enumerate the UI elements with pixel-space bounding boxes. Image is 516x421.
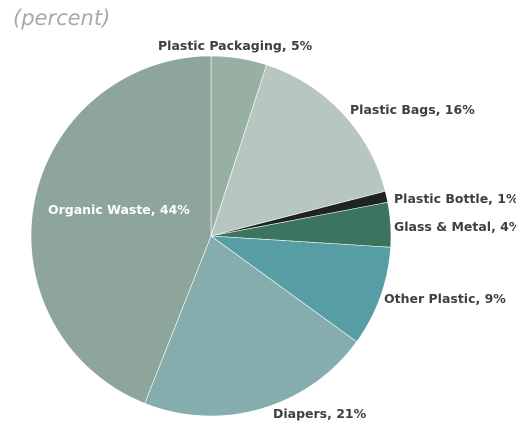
pie-slice-organic-waste bbox=[30, 55, 212, 404]
data-label-other-plastic: Other Plastic, 9% bbox=[384, 291, 506, 306]
data-label-plastic-bottle: Plastic Bottle, 1% bbox=[394, 191, 516, 206]
chart-unit-label: (percent) bbox=[13, 6, 111, 30]
pie-slice-plastic-bags bbox=[210, 64, 386, 237]
data-label-glass-metal: Glass & Metal, 4% bbox=[394, 219, 516, 234]
data-label-plastic-bags: Plastic Bags, 16% bbox=[350, 102, 475, 117]
pie-slice-diapers bbox=[144, 235, 358, 417]
data-label-plastic-packaging: Plastic Packaging, 5% bbox=[158, 38, 313, 53]
data-label-diapers: Diapers, 21% bbox=[273, 406, 367, 421]
pie-slice-other-plastic bbox=[209, 235, 391, 343]
data-label-organic-waste: Organic Waste, 44% bbox=[48, 202, 190, 217]
